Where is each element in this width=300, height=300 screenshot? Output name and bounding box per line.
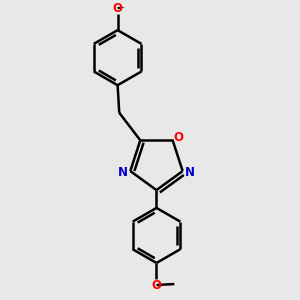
Text: N: N — [118, 166, 128, 179]
Text: O: O — [112, 2, 123, 15]
Text: O: O — [152, 278, 161, 292]
Text: N: N — [185, 166, 195, 179]
Text: O: O — [173, 131, 184, 144]
